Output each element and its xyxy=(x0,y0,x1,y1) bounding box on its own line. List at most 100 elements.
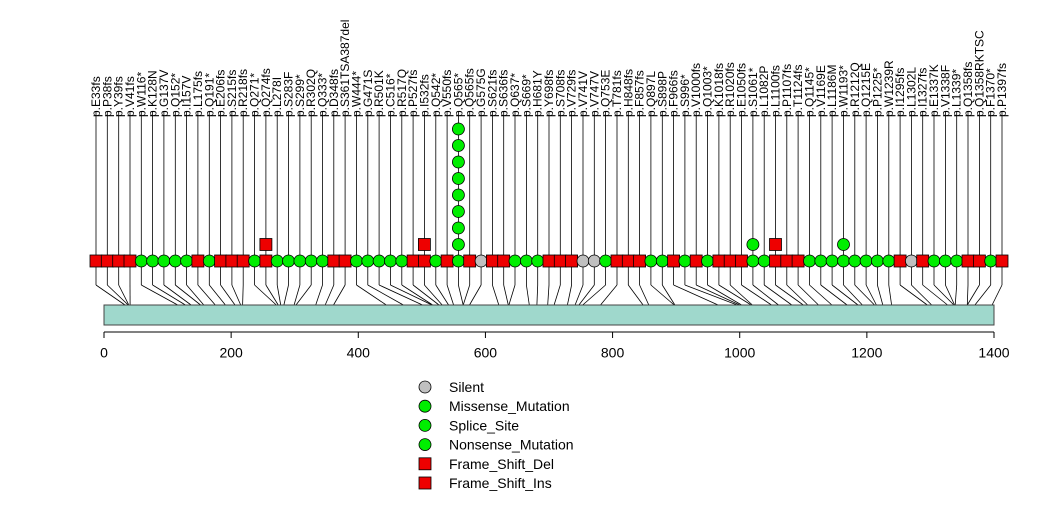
frame-shift-marker xyxy=(689,254,703,268)
mutation-label: p.K1018fs xyxy=(712,63,726,117)
position-connector xyxy=(582,284,606,306)
frame-shift-marker xyxy=(621,254,635,268)
position-connector xyxy=(333,284,346,306)
point-mutation-marker xyxy=(451,205,465,218)
position-connector xyxy=(954,284,958,306)
mutation-label: p.T1124fs xyxy=(791,65,805,117)
mutation-label: p.L1100fs xyxy=(769,65,783,117)
mutation-label: p.G137V xyxy=(157,70,171,117)
mutation-label: p.S215fs xyxy=(225,70,239,117)
point-mutation-marker xyxy=(757,254,771,268)
mutation-markers xyxy=(89,122,1009,268)
position-connector xyxy=(888,284,892,306)
position-connector xyxy=(208,284,226,306)
point-mutation-marker xyxy=(531,254,545,268)
mutation-label: p.F1370* xyxy=(984,68,998,117)
frame-shift-marker xyxy=(89,254,103,268)
position-connector xyxy=(567,284,572,306)
x-tick-label: 1200 xyxy=(851,344,882,360)
mutation-label: p.V1000fs xyxy=(689,63,703,117)
mutation-label: p.V741V xyxy=(576,71,590,117)
point-mutation-marker xyxy=(950,254,964,268)
point-mutation-marker xyxy=(451,155,465,169)
frame-shift-marker xyxy=(123,254,137,268)
position-connector xyxy=(741,284,772,306)
point-mutation-marker xyxy=(644,254,658,268)
position-connector xyxy=(163,284,192,306)
position-connector xyxy=(899,284,928,306)
mutation-label: p.Q152* xyxy=(168,73,182,117)
mutation-label: p.S898P xyxy=(655,71,669,117)
mutation-label: p.S299* xyxy=(293,74,307,117)
frame-shift-marker xyxy=(780,254,794,268)
position-connector xyxy=(966,284,980,306)
point-mutation-marker xyxy=(451,139,465,152)
mutation-label: p.R1212Q xyxy=(848,62,862,117)
position-connector xyxy=(945,284,955,306)
mutation-label: p.F857fs xyxy=(633,70,647,117)
frame-shift-marker xyxy=(610,254,624,268)
point-mutation-marker xyxy=(372,254,386,268)
mutation-label: p.D348fs xyxy=(327,69,341,117)
mutation-label: p.L1082P xyxy=(757,66,771,117)
position-connector xyxy=(356,284,387,306)
frame-shift-marker xyxy=(916,254,930,268)
mutation-label: p.W444* xyxy=(350,71,364,117)
position-connector xyxy=(696,284,740,306)
position-connector xyxy=(974,284,992,306)
frame-shift-marker xyxy=(542,254,556,268)
position-connector xyxy=(991,284,1003,306)
position-connector xyxy=(843,284,863,306)
point-mutation-marker xyxy=(451,254,465,268)
position-connector xyxy=(578,284,595,306)
frame-shift-marker xyxy=(485,254,499,268)
frame-shift-marker xyxy=(259,238,273,251)
position-connector xyxy=(293,284,301,306)
point-mutation-marker xyxy=(282,254,295,268)
mutation-label: p.Q191* xyxy=(202,73,216,117)
legend-circle-marker xyxy=(418,438,432,452)
x-tick-label: 1000 xyxy=(724,344,755,360)
position-connector xyxy=(503,284,509,306)
mutation-label: p.Q271* xyxy=(248,73,262,117)
mutation-label: p.R1020fs xyxy=(723,62,737,117)
mutation-label: p.T781fs xyxy=(610,70,624,117)
point-mutation-marker xyxy=(984,254,998,268)
mutation-label: p.Q1358RKTSC xyxy=(972,30,986,117)
position-connector xyxy=(729,284,753,306)
point-mutation-marker xyxy=(451,172,465,185)
position-connector xyxy=(547,284,550,306)
point-mutation-marker xyxy=(803,254,816,268)
x-tick-label: 800 xyxy=(601,344,625,360)
point-mutation-marker xyxy=(599,254,612,268)
position-connector xyxy=(141,284,178,306)
legend-square-marker xyxy=(418,476,432,490)
position-connector xyxy=(911,284,932,306)
mutation-label: p.S636fs xyxy=(497,70,511,117)
point-mutation-marker xyxy=(350,254,363,268)
frame-shift-marker xyxy=(973,254,986,268)
frame-shift-marker xyxy=(497,254,511,268)
mutation-label: p.Q1215E xyxy=(859,63,873,117)
legend: Silent Missense_Mutation Splice_Site Nonsen… xyxy=(418,379,574,491)
position-connector xyxy=(966,284,969,306)
point-mutation-marker xyxy=(701,254,714,268)
position-connector xyxy=(186,284,205,306)
point-mutation-marker xyxy=(927,254,941,268)
point-mutation-marker xyxy=(451,238,465,251)
mutation-label: p.L175fs xyxy=(191,71,205,117)
mutation-label: p.Q565fs xyxy=(463,68,477,117)
position-connector xyxy=(752,284,779,306)
position-connector xyxy=(492,284,500,306)
position-connector xyxy=(553,284,561,306)
mutation-label: p.P1225* xyxy=(870,67,884,117)
position-connector xyxy=(107,284,129,306)
position-connector xyxy=(797,284,819,306)
frame-shift-marker xyxy=(100,254,114,268)
frame-shift-marker xyxy=(191,254,205,268)
mutation-label: p.Q1145* xyxy=(803,67,817,117)
frame-shift-marker xyxy=(667,254,680,268)
frame-shift-marker xyxy=(723,254,737,268)
frame-shift-marker xyxy=(112,254,126,268)
mutation-label: p.C516* xyxy=(383,73,397,117)
